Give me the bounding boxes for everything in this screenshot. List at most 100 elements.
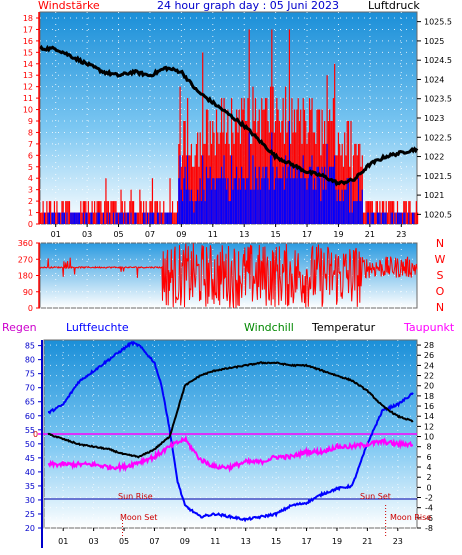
wind-bar — [199, 178, 201, 224]
wind-bar — [151, 212, 154, 224]
x-tick-label: 09 — [180, 537, 190, 546]
wind-bar — [340, 201, 342, 224]
y-tick-label: 16 — [424, 402, 434, 411]
y-tick-label: 1025 — [424, 37, 444, 46]
wind-bar — [399, 212, 401, 224]
wind-bar — [188, 189, 190, 224]
gust-bar — [360, 166, 362, 224]
wind-bar — [298, 166, 301, 224]
gust-bar — [107, 201, 110, 224]
wind-bar — [297, 166, 299, 224]
gust-bar — [110, 201, 112, 224]
wind-bar — [232, 189, 234, 224]
wind-bar — [349, 212, 351, 224]
wind-bar — [239, 189, 242, 224]
wind-bar — [165, 212, 167, 224]
gust-bar — [210, 143, 213, 224]
wind-bar — [378, 212, 380, 224]
wind-bar — [346, 178, 348, 224]
wind-bar — [336, 201, 338, 224]
gust-bar — [104, 201, 106, 224]
x-tick-label: 19 — [332, 537, 342, 546]
gust-bar — [185, 155, 187, 224]
gust-bar — [204, 143, 206, 224]
wind-bar — [194, 201, 196, 224]
wind-bar — [146, 212, 149, 224]
wind-bar — [335, 189, 337, 224]
wind-bar — [249, 189, 252, 224]
wind-bar — [411, 212, 414, 224]
y-tick-label: 5 — [28, 163, 33, 172]
wind-bar — [58, 212, 61, 224]
wind-bar — [215, 178, 218, 224]
gust-bar — [130, 189, 132, 224]
gust-bar — [229, 155, 231, 224]
wind-bar — [379, 212, 381, 224]
wind-bar — [370, 212, 372, 224]
y-tick-label: 85 — [25, 342, 35, 351]
gust-bar — [355, 143, 357, 224]
wind-bar — [366, 212, 368, 224]
wind-bar — [268, 189, 270, 224]
gust-bar — [347, 121, 350, 224]
gust-bar — [409, 201, 411, 224]
gust-bar — [395, 212, 397, 224]
wind-bar — [72, 212, 74, 224]
wind-bar — [231, 155, 233, 224]
wind-bar — [190, 189, 192, 224]
gust-bar — [148, 212, 150, 224]
gust-bar — [114, 201, 116, 224]
wind-bar — [233, 178, 235, 224]
wind-bar — [360, 201, 362, 224]
gust-bar — [190, 143, 192, 224]
gust-bar — [140, 201, 142, 224]
wind-bar — [315, 189, 317, 224]
gust-bar — [141, 212, 143, 224]
wind-bar — [337, 189, 340, 224]
gust-bar — [215, 109, 218, 224]
gust-bar — [154, 201, 156, 224]
wind-bar — [168, 212, 170, 224]
wind-bar — [78, 212, 81, 224]
y-tick-label: 24 — [424, 361, 434, 370]
gust-bar — [237, 132, 239, 224]
gust-bar — [125, 212, 127, 224]
humidity-legend: Luftfeuchte — [66, 321, 129, 334]
moon-rise-label: Moon Rise — [390, 513, 431, 522]
wind-bar — [342, 201, 345, 224]
y-tick-label: 360 — [18, 239, 33, 248]
y-tick-label: 14 — [424, 412, 434, 421]
series-line-taupunkt — [47, 434, 414, 474]
wind-bar — [121, 212, 123, 224]
wind-bar — [334, 155, 336, 224]
wind-bar — [62, 212, 64, 224]
wind-bar — [244, 189, 247, 224]
gust-bar — [365, 201, 367, 224]
wind-bar — [283, 189, 285, 224]
gust-bar — [120, 189, 122, 224]
x-tick-label: 21 — [365, 230, 375, 239]
wind-bar — [189, 201, 191, 224]
gust-bar — [349, 166, 351, 224]
wind-bar — [135, 212, 137, 224]
wind-bar — [134, 212, 136, 224]
wind-bar — [51, 212, 53, 224]
wind-bar — [391, 212, 394, 224]
wind-bar — [384, 212, 386, 224]
wind-bar — [205, 166, 208, 224]
wind-bar — [66, 212, 68, 224]
y-tick-label: 13 — [23, 71, 33, 80]
wind-bar — [300, 178, 302, 224]
x-tick-label: 07 — [149, 537, 159, 546]
wind-bar — [214, 189, 216, 224]
y-tick-label: 10 — [424, 433, 434, 442]
gust-bar — [80, 201, 82, 224]
wind-direction-series — [39, 243, 418, 308]
gust-bar — [264, 98, 267, 224]
gust-bar — [273, 132, 275, 224]
x-tick-label: 09 — [176, 230, 186, 239]
wind-bar — [197, 189, 199, 224]
gust-bar — [346, 121, 348, 224]
wind-bar — [202, 155, 204, 224]
